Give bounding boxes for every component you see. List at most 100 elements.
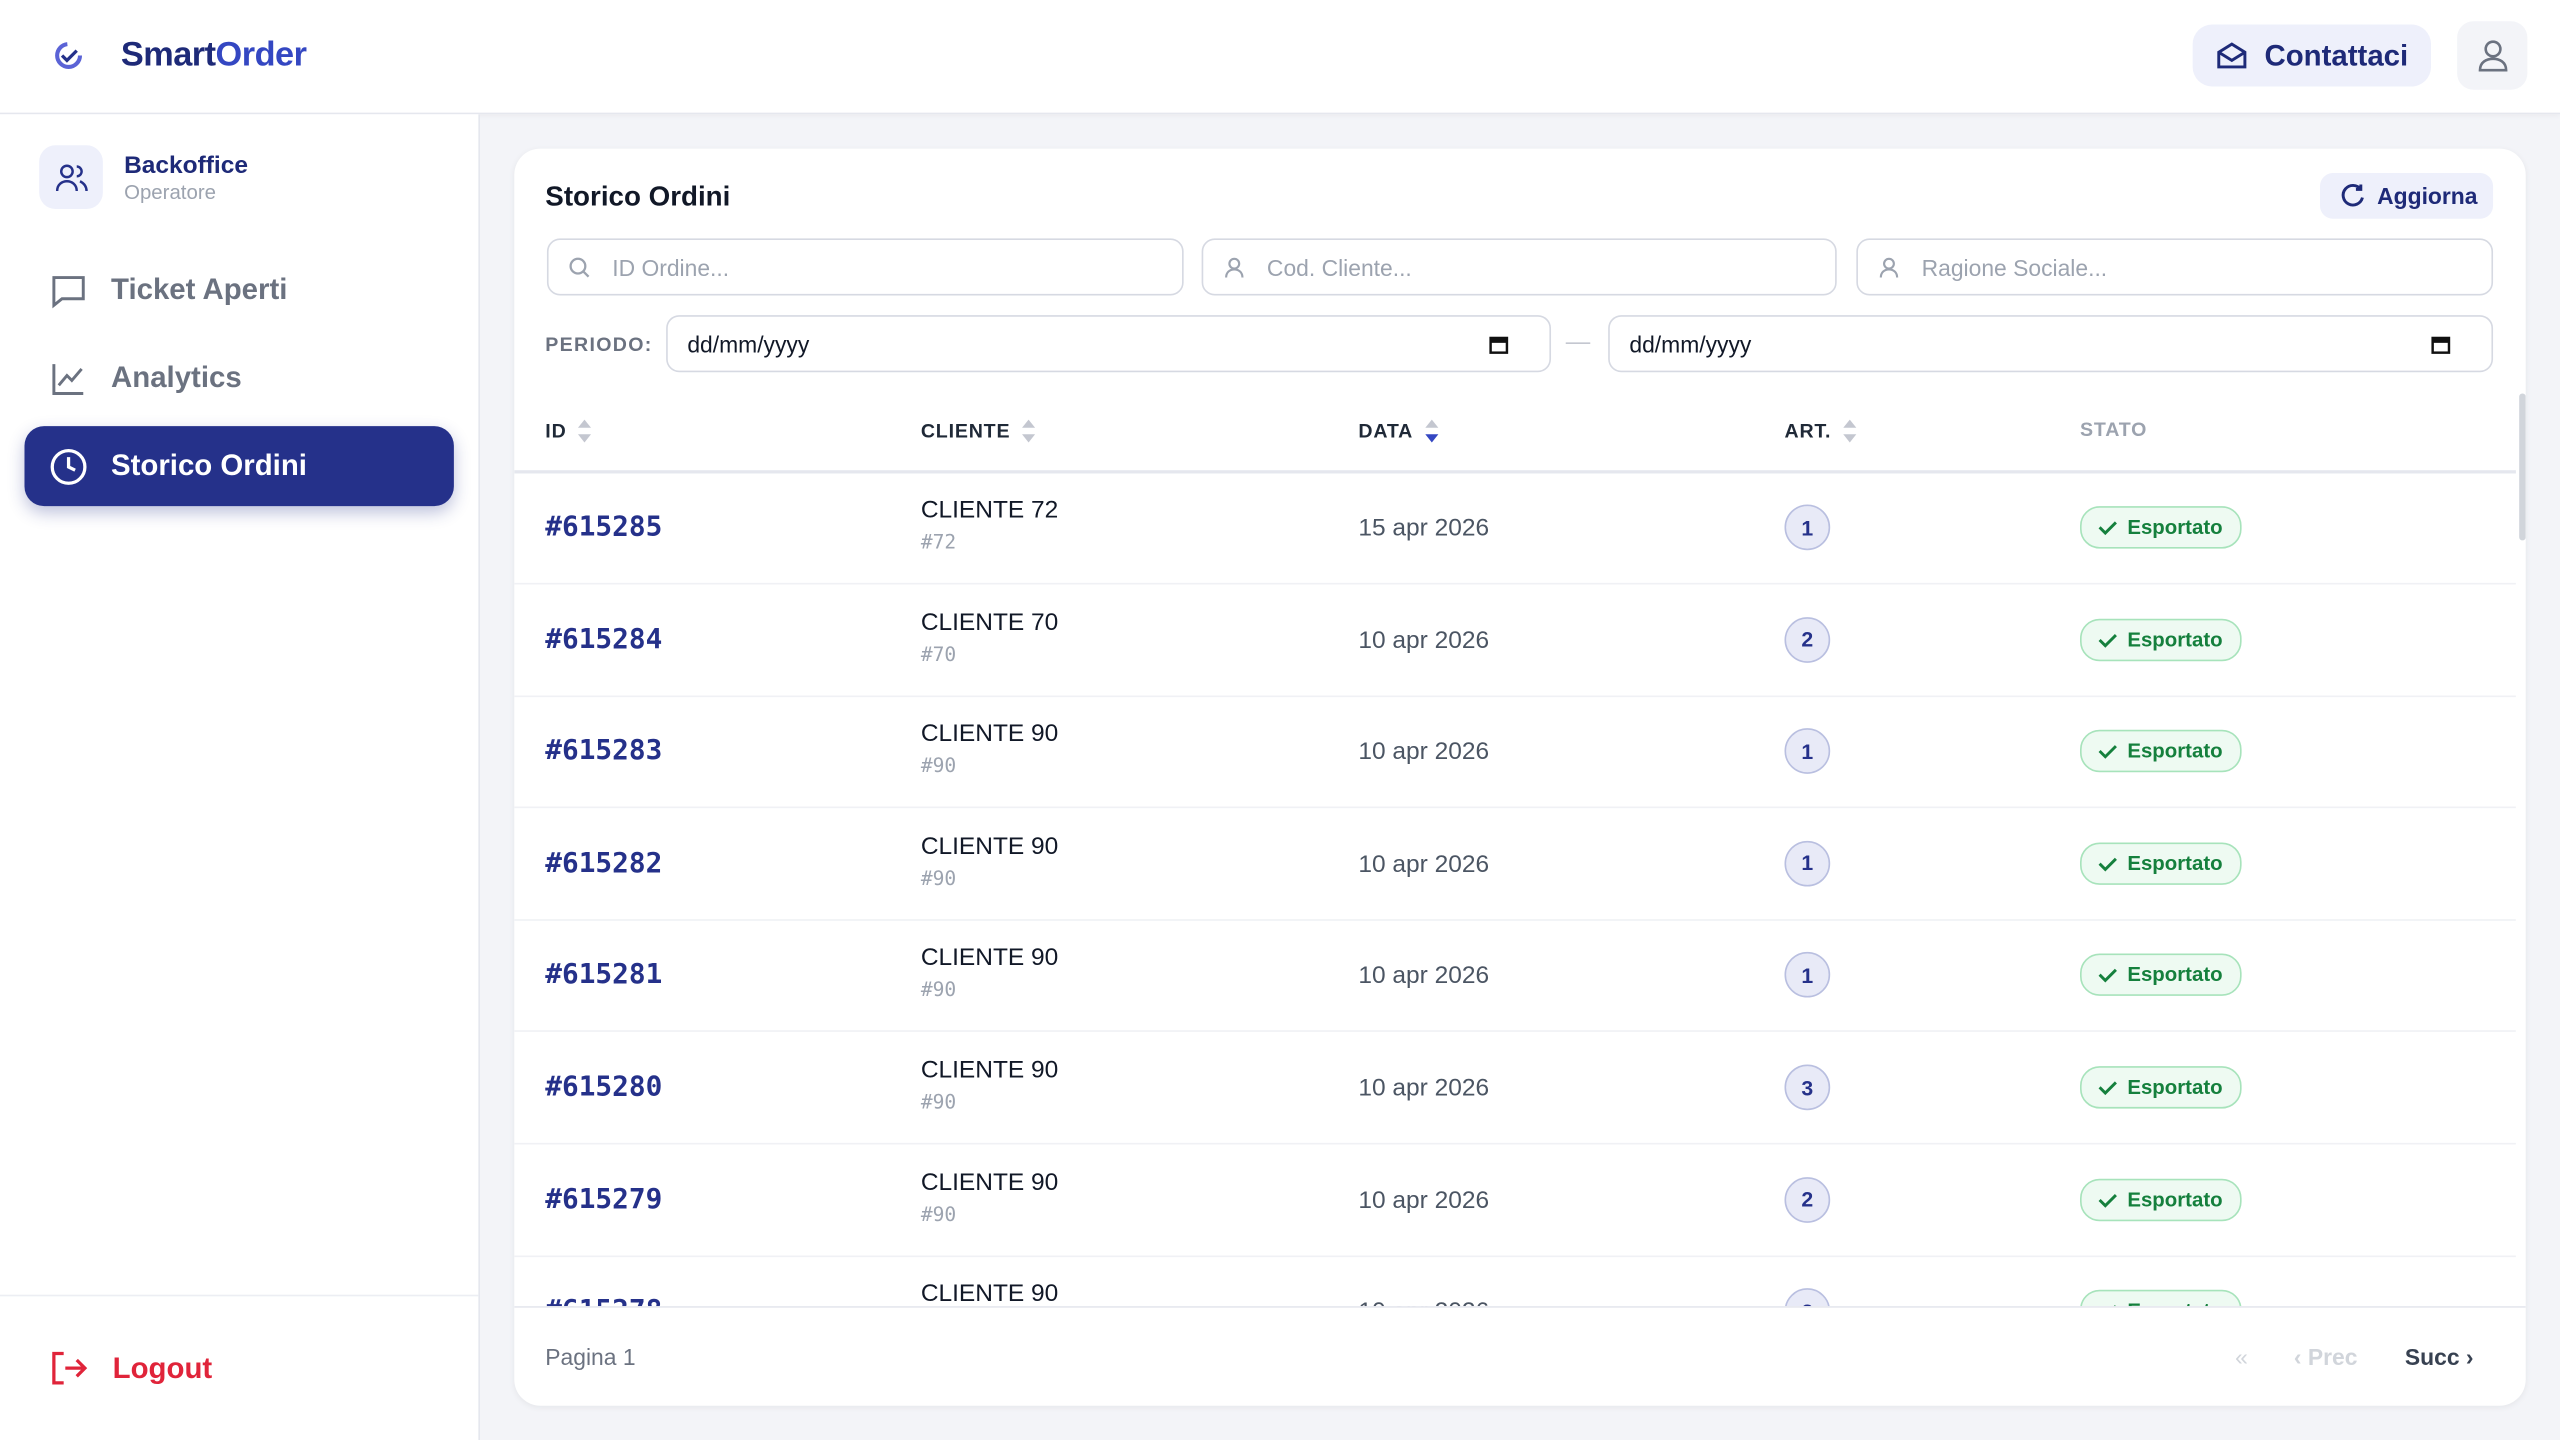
filter-input[interactable]: Cod. Cliente... [1201,238,1837,296]
article-count: 3 [1784,1064,1831,1111]
order-id: #615285 [545,511,663,544]
period-label: PERIODO: [545,333,653,356]
status-label: Esportato [2127,1300,2222,1306]
filter-input[interactable]: Ragione Sociale... [1856,238,2494,296]
divider [0,1294,479,1297]
prev-button[interactable]: ‹ Prec [2293,1343,2358,1370]
column-header[interactable]: ART. [1784,418,1859,444]
mail-icon [2217,42,2247,69]
profile-button[interactable] [2457,21,2528,90]
table-row[interactable]: #615283 CLIENTE 90 #90 10 apr 2026 1 Esportat… [514,696,2516,809]
filter-input[interactable]: ID Ordine... [546,238,1184,296]
order-date: 10 apr 2026 [1358,738,1490,767]
client-name: CLIENTE 90 [920,1280,1059,1307]
person-icon [1225,256,1244,277]
table-row[interactable]: #615281 CLIENTE 90 #90 10 apr 2026 1 Esportat… [514,920,2516,1033]
article-count: 2 [1784,616,1831,663]
table-header: ID CLIENTE DATA ART. STATO [514,392,2516,474]
status-label: Esportato [2127,963,2223,987]
date-separator: — [1565,328,1591,356]
scrollbar [2519,393,2526,541]
sort-icon [577,419,592,443]
header: SmartOrder Contattaci [0,0,2560,115]
person-icon [1879,256,1899,277]
client-code: #90 [920,866,957,890]
client-code: #90 [920,1090,957,1114]
search-icon [569,256,590,277]
users-icon [55,163,87,191]
table-row[interactable]: #615284 CLIENTE 70 #70 10 apr 2026 2 Esportat… [514,584,2516,697]
order-id: #615279 [545,1183,663,1216]
placeholder: Cod. Cliente... [1266,253,1412,280]
status-badge: Esportato [2079,842,2243,885]
status-label: Esportato [2127,515,2223,539]
logout[interactable]: Logout [49,1349,212,1388]
user-role: Backoffice [124,151,248,180]
date-input[interactable]: dd/mm/yyyy [666,315,1552,373]
nav-item[interactable]: Analytics [24,338,453,418]
article-count: 1 [1784,728,1831,775]
brand-b: Order [215,35,307,74]
nav-label: Storico Ordini [111,448,307,482]
sidebar: Backoffice Operatore Ticket Aperti Analy… [0,114,480,1440]
sort-icon [1842,419,1856,443]
article-count: 2 [1784,1176,1831,1223]
table-row[interactable]: #615282 CLIENTE 90 #90 10 apr 2026 1 Esportat… [514,808,2516,921]
contact-button[interactable]: Contattaci [2192,24,2432,87]
next-button[interactable]: Succ › [2404,1343,2474,1370]
client-code: #72 [920,530,957,554]
order-date: 15 apr 2026 [1358,514,1490,543]
check-icon [2098,633,2117,648]
contact-label: Contattaci [2264,38,2409,72]
user-avatar [39,145,103,209]
date-text: dd/mm/yyyy [687,330,810,357]
status-label: Esportato [2127,1187,2223,1211]
analytics-icon [52,363,84,395]
client-code: #90 [920,1202,957,1226]
order-id: #615280 [545,1071,663,1104]
placeholder: ID Ordine... [612,253,730,280]
column-header[interactable]: ID [545,418,594,444]
page-label: Pagina 1 [545,1343,636,1370]
nav-label: Ticket Aperti [111,272,288,306]
logout-icon [52,1351,88,1385]
sort-icon [1424,419,1438,443]
check-icon [2098,857,2117,872]
check-icon [2098,1193,2117,1208]
order-id: #615278 [545,1295,662,1306]
order-id: #615284 [545,623,663,656]
calendar-icon [2431,335,2451,354]
table-row[interactable]: #615279 CLIENTE 90 #90 10 apr 2026 2 Esportat… [514,1144,2516,1257]
calendar-icon [1489,335,1509,354]
status-badge: Esportato [2079,1066,2243,1109]
refresh-button[interactable]: Aggiorna [2319,173,2494,219]
status-badge: Esportato [2079,954,2243,997]
date-text: dd/mm/yyyy [1629,330,1752,357]
table-row[interactable]: #615285 CLIENTE 72 #72 15 apr 2026 1 Esportat… [514,472,2516,585]
order-date: 10 apr 2026 [1358,962,1490,991]
placeholder: Ragione Sociale... [1921,253,2108,280]
column-label: ART. [1784,419,1832,443]
article-count: 1 [1784,504,1831,551]
logout-label: Logout [112,1351,213,1384]
column-header[interactable]: DATA [1358,418,1441,444]
status-label: Esportato [2127,1075,2223,1099]
table-row[interactable]: #615280 CLIENTE 90 #90 10 apr 2026 3 Esportat… [514,1032,2516,1145]
column-header[interactable]: CLIENTE [921,418,1038,444]
panel: Storico Ordini Aggiorna ID Ordine... Cod… [514,148,2526,1406]
order-date: 10 apr 2026 [1358,1186,1490,1215]
nav-item-active[interactable]: Storico Ordini [24,426,454,507]
first-button[interactable]: « [2235,1343,2248,1370]
column-label: STATO [2079,417,2148,441]
table-footer: Pagina 1 « ‹ Prec Succ › [514,1306,2526,1406]
date-input[interactable]: dd/mm/yyyy [1608,315,2494,373]
check-icon [2098,969,2117,984]
client-name: CLIENTE 90 [920,944,1059,973]
status-badge: Esportato [2079,1290,2243,1307]
nav-item[interactable]: Ticket Aperti [24,250,453,330]
client-code: #90 [920,978,957,1002]
order-id: #615281 [545,959,663,992]
